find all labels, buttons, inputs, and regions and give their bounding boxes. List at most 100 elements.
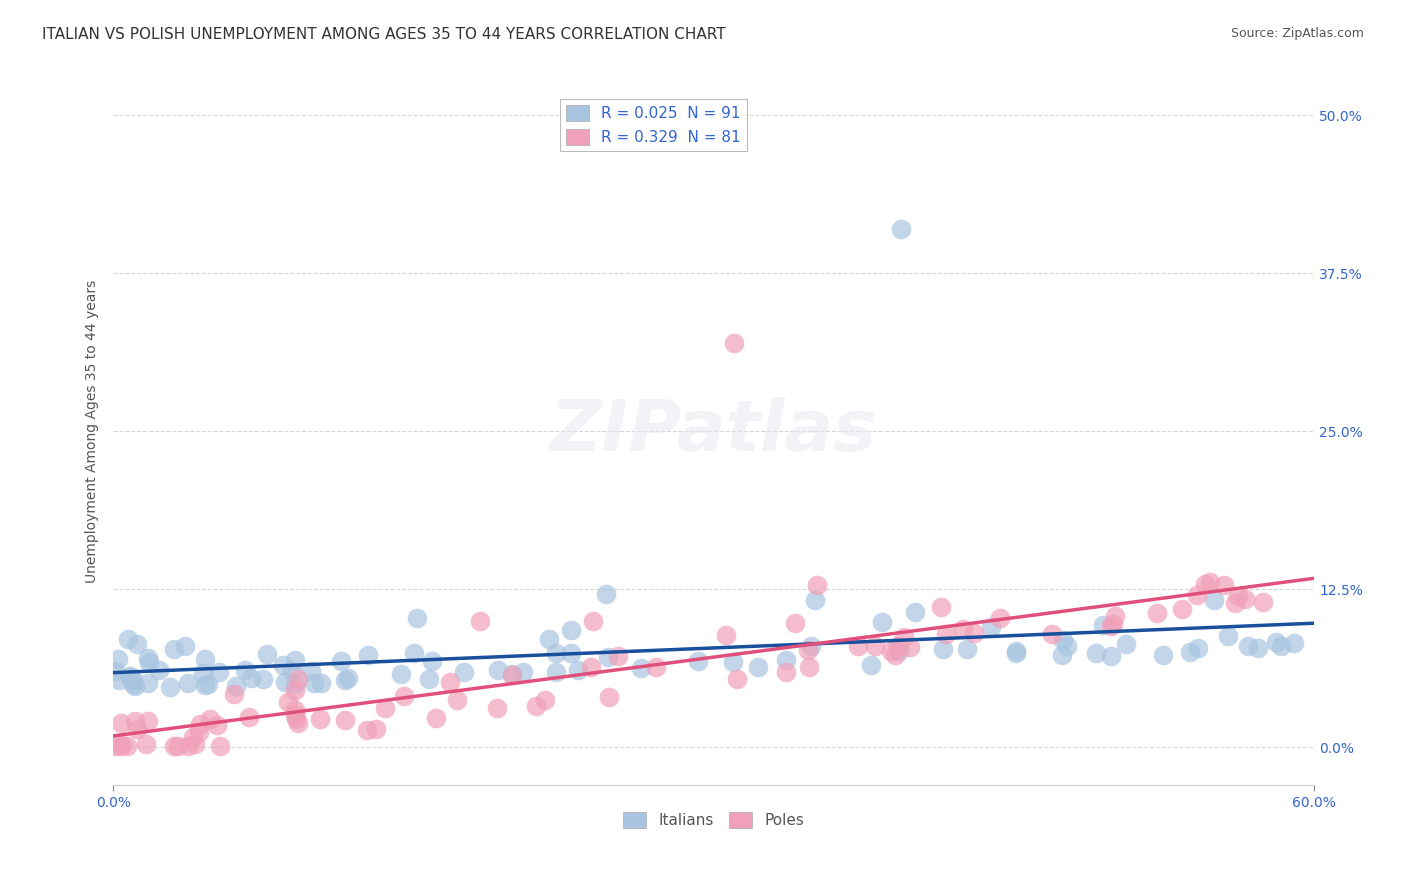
- Point: [952, 623, 974, 637]
- Point: [389, 666, 412, 681]
- Text: Source: ZipAtlas.com: Source: ZipAtlas.com: [1230, 27, 1364, 40]
- Point: [1052, 648, 1074, 663]
- Point: [163, 642, 186, 657]
- Point: [1223, 596, 1246, 610]
- Point: [446, 693, 468, 707]
- Point: [929, 600, 952, 615]
- Point: [309, 676, 332, 690]
- Point: [285, 712, 308, 726]
- Point: [224, 686, 246, 700]
- Point: [284, 652, 307, 666]
- Point: [721, 655, 744, 669]
- Point: [955, 641, 977, 656]
- Point: [309, 712, 332, 726]
- Point: [1185, 588, 1208, 602]
- Point: [501, 668, 523, 682]
- Point: [197, 677, 219, 691]
- Point: [595, 587, 617, 601]
- Point: [806, 578, 828, 592]
- Point: [208, 665, 231, 680]
- Point: [124, 679, 146, 693]
- Point: [904, 605, 927, 619]
- Point: [138, 656, 160, 670]
- Point: [1115, 637, 1137, 651]
- Point: [453, 665, 475, 679]
- Point: [870, 615, 893, 629]
- Point: [1213, 577, 1236, 591]
- Point: [374, 701, 396, 715]
- Point: [596, 650, 619, 665]
- Point: [136, 714, 159, 728]
- Point: [1004, 646, 1026, 660]
- Point: [356, 723, 378, 737]
- Point: [284, 682, 307, 697]
- Point: [1204, 592, 1226, 607]
- Point: [136, 675, 159, 690]
- Point: [714, 628, 737, 642]
- Point: [177, 739, 200, 753]
- Point: [1104, 608, 1126, 623]
- Point: [1178, 645, 1201, 659]
- Point: [1040, 626, 1063, 640]
- Point: [1270, 640, 1292, 654]
- Point: [283, 708, 305, 723]
- Point: [205, 718, 228, 732]
- Point: [804, 592, 827, 607]
- Point: [1092, 618, 1115, 632]
- Point: [277, 695, 299, 709]
- Point: [110, 716, 132, 731]
- Point: [931, 642, 953, 657]
- Point: [122, 677, 145, 691]
- Point: [544, 665, 567, 680]
- Point: [645, 660, 668, 674]
- Point: [404, 646, 426, 660]
- Point: [148, 663, 170, 677]
- Point: [176, 676, 198, 690]
- Point: [630, 661, 652, 675]
- Point: [117, 632, 139, 647]
- Point: [405, 611, 427, 625]
- Point: [183, 730, 205, 744]
- Point: [468, 614, 491, 628]
- Point: [111, 738, 134, 752]
- Point: [501, 667, 523, 681]
- Point: [1194, 576, 1216, 591]
- Point: [865, 639, 887, 653]
- Point: [287, 672, 309, 686]
- Point: [1146, 606, 1168, 620]
- Point: [485, 701, 508, 715]
- Point: [174, 639, 197, 653]
- Point: [188, 717, 211, 731]
- Point: [890, 222, 912, 236]
- Point: [783, 615, 806, 630]
- Point: [117, 739, 139, 753]
- Point: [198, 712, 221, 726]
- Point: [775, 665, 797, 679]
- Point: [1198, 575, 1220, 590]
- Point: [1152, 648, 1174, 663]
- Point: [240, 671, 263, 685]
- Point: [486, 663, 509, 677]
- Point: [125, 722, 148, 736]
- Point: [1005, 644, 1028, 658]
- Point: [537, 632, 560, 646]
- Point: [357, 648, 380, 662]
- Point: [104, 739, 127, 753]
- Point: [439, 675, 461, 690]
- Point: [418, 672, 440, 686]
- Point: [299, 664, 322, 678]
- Point: [208, 739, 231, 753]
- Point: [233, 664, 256, 678]
- Point: [107, 652, 129, 666]
- Point: [1099, 648, 1122, 663]
- Point: [796, 643, 818, 657]
- Point: [1187, 641, 1209, 656]
- Point: [162, 739, 184, 753]
- Text: ZIPatlas: ZIPatlas: [550, 397, 877, 466]
- Point: [582, 614, 605, 628]
- Point: [900, 640, 922, 654]
- Point: [534, 693, 557, 707]
- Point: [935, 627, 957, 641]
- Point: [394, 689, 416, 703]
- Point: [860, 657, 883, 672]
